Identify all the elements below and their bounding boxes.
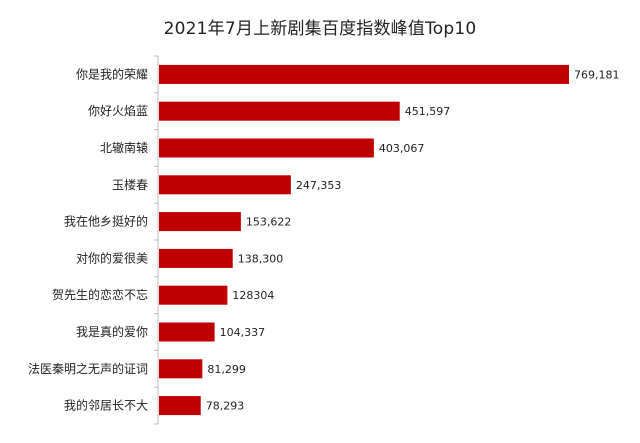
bar — [159, 64, 569, 84]
category-label: 我在他乡挺好的 — [64, 214, 148, 229]
data-label: 247,353 — [296, 179, 342, 192]
bar — [159, 101, 400, 121]
bar — [159, 285, 228, 305]
bar — [159, 212, 241, 232]
data-label: 153,622 — [246, 216, 291, 229]
bar — [159, 396, 201, 416]
category-label: 对你的爱很美 — [76, 250, 148, 265]
data-label: 81,299 — [207, 363, 246, 376]
category-label: 玉楼春 — [112, 177, 148, 192]
bar — [159, 322, 215, 342]
data-label: 128304 — [232, 289, 274, 302]
data-label: 403,067 — [379, 142, 425, 155]
bar — [159, 175, 291, 195]
chart-title: 2021年7月上新剧集百度指数峰值Top10 — [163, 19, 477, 39]
category-label: 我的邻居长不大 — [64, 398, 148, 413]
data-label: 769,181 — [574, 68, 620, 81]
category-label: 我是真的爱你 — [76, 324, 148, 339]
bar — [159, 248, 233, 268]
category-label: 你是我的荣耀 — [76, 66, 148, 81]
data-label: 78,293 — [206, 400, 245, 413]
data-label: 138,300 — [238, 252, 284, 265]
category-label: 贺先生的恋恋不忘 — [52, 287, 148, 302]
data-label: 451,597 — [405, 105, 451, 118]
category-label: 你好火焰蓝 — [88, 103, 148, 118]
category-label: 北辙南辕 — [100, 140, 148, 155]
data-label: 104,337 — [220, 326, 266, 339]
bar — [159, 359, 203, 379]
bar — [159, 138, 374, 158]
category-label: 法医秦明之无声的证词 — [28, 361, 148, 376]
